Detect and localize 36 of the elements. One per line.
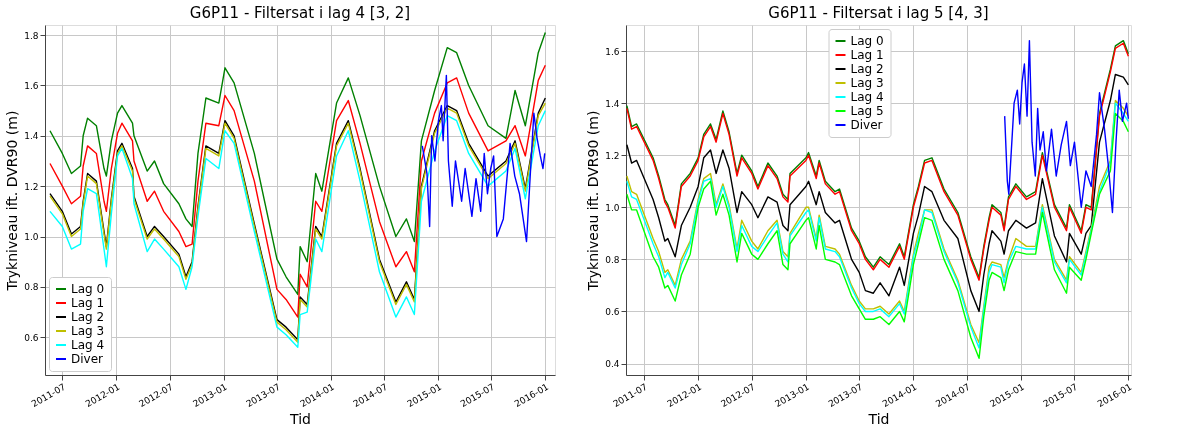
legend-label: Diver: [850, 118, 883, 132]
x-axis-title: Tid: [867, 411, 890, 428]
legend-label: Lag 2: [71, 310, 105, 324]
y-axis-title: Trykniveau ift. DVR90 (m): [585, 110, 602, 292]
line-series: [421, 74, 546, 243]
y-tick-label: 0.6: [24, 332, 39, 343]
legend-label: Lag 3: [850, 76, 884, 90]
legend-label: Lag 3: [71, 324, 105, 338]
legend-label: Lag 0: [850, 34, 884, 48]
y-axis-title: Trykniveau ift. DVR90 (m): [4, 110, 21, 292]
legend-label: Lag 2: [850, 62, 884, 76]
y-tick-label: 1.0: [605, 202, 620, 213]
legend-label: Lag 1: [850, 48, 884, 62]
line-series: [49, 31, 547, 296]
legend-label: Lag 1: [71, 296, 105, 310]
chart-title: G6P11 - Filtersat i lag 4 [3, 2]: [189, 4, 411, 22]
y-tick-label: 1.4: [24, 131, 39, 142]
chart-title: G6P11 - Filtersat i lag 5 [4, 3]: [768, 4, 989, 22]
y-tick-label: 1.2: [605, 150, 620, 161]
legend-label: Lag 0: [71, 282, 105, 296]
x-axis-title: Tid: [289, 411, 311, 428]
y-tick-label: 0.6: [605, 306, 620, 317]
y-tick-label: 1.4: [605, 98, 620, 109]
legend-label: Lag 4: [71, 338, 105, 352]
y-tick-label: 1.0: [24, 232, 39, 243]
y-tick-label: 1.2: [24, 181, 39, 192]
y-tick-label: 0.4: [605, 359, 620, 370]
y-tick-label: 0.8: [24, 282, 39, 293]
legend-label: Lag 4: [850, 90, 884, 104]
y-tick-label: 0.8: [605, 254, 620, 265]
legend-label: Lag 5: [850, 104, 884, 118]
y-tick-label: 1.8: [24, 30, 39, 41]
line-series: [1003, 39, 1130, 214]
y-tick-label: 1.6: [605, 46, 620, 57]
legend-label: Diver: [71, 352, 104, 366]
y-tick-label: 1.6: [24, 80, 39, 91]
